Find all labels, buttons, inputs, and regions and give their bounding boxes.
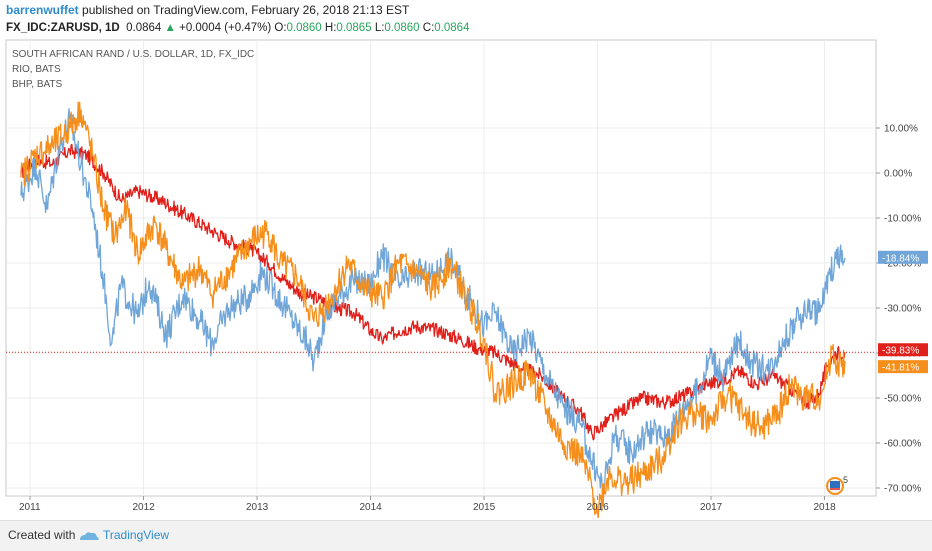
last-value-tag [878, 343, 928, 357]
created-with-text: Created with [8, 528, 76, 542]
last-value-tag [878, 360, 928, 374]
legend-series-bhp[interactable]: BHP, BATS [12, 79, 63, 90]
legend-series-rio[interactable]: RIO, BATS [12, 64, 61, 75]
publish-info: barrenwuffet published on TradingView.co… [6, 2, 926, 18]
last-price: 0.0864 [126, 22, 162, 34]
x-tick-label: 2011 [19, 502, 41, 513]
series-line-2[interactable] [20, 101, 846, 518]
events-flag-icon[interactable]: 5 [826, 475, 848, 495]
events-count: 5 [843, 475, 848, 485]
series-group [20, 101, 846, 518]
last-value-tag [878, 250, 928, 264]
ohlc-line: FX_IDC:ZARUSD, 1D 0.0864 ▲ +0.0004 (+0.4… [6, 20, 926, 36]
open-value: 0.0860 [286, 22, 322, 34]
y-tick-label: 0.00% [884, 169, 912, 180]
low-label: L: [374, 22, 385, 34]
x-tick-label: 2012 [133, 502, 156, 513]
up-arrow-icon: ▲ [164, 22, 176, 34]
x-axis[interactable]: 2011 2012 2013 2014 2015 2016 2017 2018 [19, 496, 836, 513]
high-label: H: [324, 22, 337, 34]
tradingview-link[interactable]: TradingView [103, 528, 170, 542]
y-axis[interactable]: 10.00%0.00%-10.00%-20.00%-30.00%-40.00%-… [876, 124, 921, 519]
y-tick-label: -70.00% [884, 484, 921, 495]
y-tick-label: 10.00% [884, 124, 918, 135]
close-value: 0.0864 [434, 22, 470, 34]
x-tick-label: 2017 [700, 502, 723, 513]
chart-header: barrenwuffet published on TradingView.co… [6, 2, 926, 36]
y-tick-label: -30.00% [884, 304, 921, 315]
close-label: C: [422, 22, 435, 34]
y-tick-label: -10.00% [884, 214, 921, 225]
price-change: +0.0004 (+0.47%) [179, 22, 272, 34]
open-label: O: [274, 22, 287, 34]
x-tick-label: 2015 [473, 502, 496, 513]
legend-series-zar[interactable]: SOUTH AFRICAN RAND / U.S. DOLLAR, 1D, FX… [12, 49, 254, 60]
y-tick-label: -20.00% [884, 259, 921, 270]
x-tick-label: 2014 [360, 502, 383, 513]
last-value-label: -41.81% [882, 363, 919, 374]
last-value-label: -18.84% [882, 253, 919, 264]
last-value-label: -39.83% [882, 346, 919, 357]
y-tick-label: -60.00% [884, 439, 921, 450]
author-link[interactable]: barrenwuffet [6, 3, 79, 17]
x-tick-label: 2013 [246, 502, 269, 513]
series-line-0[interactable] [20, 143, 846, 441]
low-value: 0.0860 [384, 22, 420, 34]
x-tick-label: 2016 [587, 502, 610, 513]
symbol-label: FX_IDC:ZARUSD, 1D [6, 22, 120, 34]
chart-area[interactable]: SOUTH AFRICAN RAND / U.S. DOLLAR, 1D, FX… [0, 38, 932, 518]
last-value-labels: -18.84% -39.83% -41.81% [878, 250, 928, 374]
footer-bar: Created with TradingView [0, 520, 932, 551]
x-tick-label: 2018 [814, 502, 837, 513]
cloud-shape [80, 532, 99, 540]
flag-canton [830, 481, 840, 488]
publish-text: published on TradingView.com, February 2… [82, 3, 410, 17]
chart-svg[interactable]: SOUTH AFRICAN RAND / U.S. DOLLAR, 1D, FX… [0, 38, 932, 518]
tradingview-cloud-icon[interactable] [78, 530, 100, 542]
high-value: 0.0865 [336, 22, 372, 34]
y-tick-label: -50.00% [884, 394, 921, 405]
